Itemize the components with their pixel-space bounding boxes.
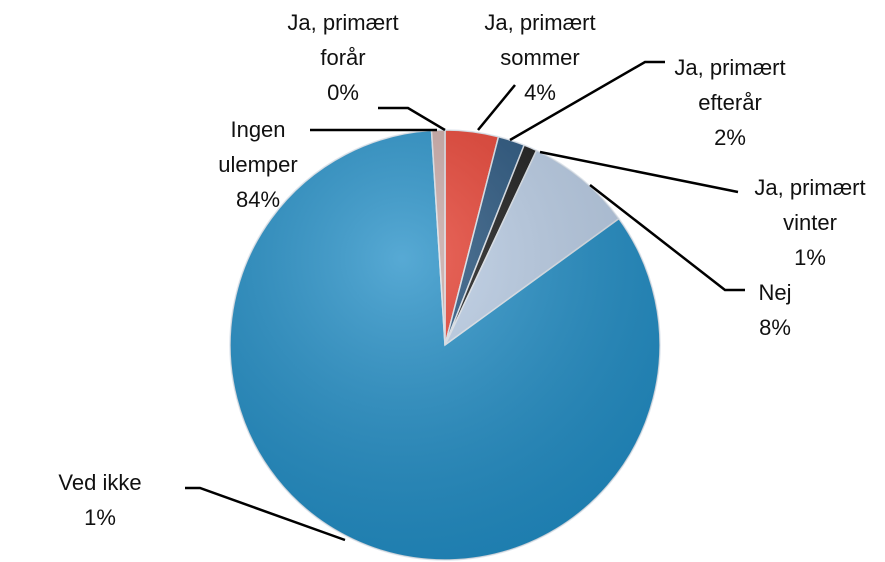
category-label: Nej — [758, 280, 792, 305]
category-label: Ja, primært forår — [287, 10, 399, 70]
category-label: Ingen ulemper — [218, 117, 298, 177]
leader-line — [539, 150, 739, 194]
slice-label: Ja, primært sommer 4% — [470, 5, 610, 110]
slice-label: Ved ikke 1% — [10, 465, 190, 535]
leader-line — [185, 486, 346, 542]
value-label: 8% — [759, 315, 791, 340]
leader-line — [477, 84, 516, 131]
category-label: Ja, primært efterår — [674, 55, 786, 115]
slice-label: Nej 8% — [705, 275, 845, 345]
value-label: 2% — [714, 125, 746, 150]
leader-line — [378, 106, 446, 132]
value-label: 0% — [327, 80, 359, 105]
value-label: 84% — [235, 187, 281, 212]
value-label: 4% — [524, 80, 556, 105]
value-label: 1% — [794, 245, 826, 270]
leader-lines — [185, 60, 745, 542]
slice-label: Ja, primært vinter 1% — [740, 170, 880, 275]
leader-line — [589, 184, 745, 292]
slice-label: Ingen ulemper 84% — [188, 112, 328, 217]
value-label: 1% — [84, 505, 116, 530]
category-label: Ja, primært sommer — [484, 10, 596, 70]
category-label: Ja, primært vinter — [754, 175, 866, 235]
category-label: Ved ikke — [58, 470, 142, 495]
slice-label: Ja, primært efterår 2% — [660, 50, 800, 155]
leader-line — [509, 60, 665, 142]
slice-label: Ja, primært forår 0% — [273, 5, 413, 110]
